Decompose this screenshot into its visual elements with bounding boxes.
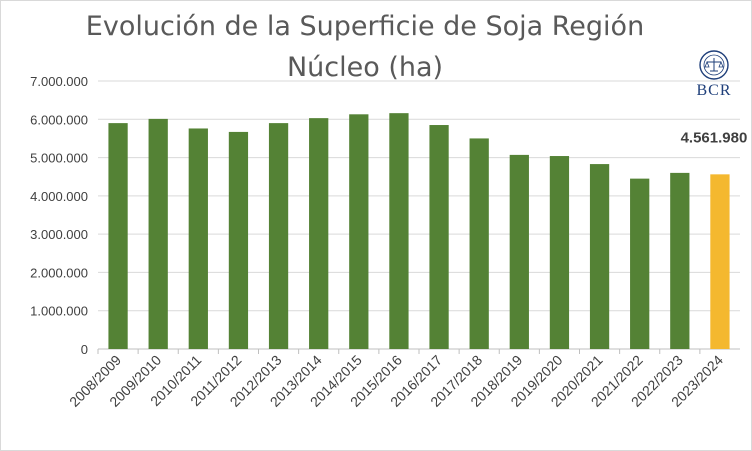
logo-text: BCR [696,82,732,99]
bar [108,123,128,349]
bar [589,164,610,349]
bar [670,172,690,349]
y-tick-label: 0 [81,342,88,357]
bar [349,114,369,350]
bar [630,178,650,349]
bar-layer [108,113,730,350]
bar [309,118,329,349]
y-tick-label: 2.000.000 [30,265,88,280]
chart-title: Evolución de la Superficie de Soja Regió… [60,6,670,88]
chart-title-line1: Evolución de la Superficie de Soja Regió… [85,11,645,42]
y-tick-label: 7.000.000 [30,74,88,89]
bcr-logo: BCR [690,48,738,104]
data-label: 4.561.980 [681,129,748,146]
bar [469,138,489,349]
bar [228,131,249,349]
bar [389,113,409,349]
y-tick-label: 5.000.000 [30,151,88,166]
bar [148,118,168,349]
bar [429,125,449,350]
bar [549,156,570,349]
bar [268,123,289,349]
y-tick-label: 3.000.000 [30,227,88,242]
chart-title-line2: Núcleo (ha) [286,52,444,83]
y-tick-label: 4.000.000 [30,189,88,204]
bar [509,154,529,349]
bar [710,174,730,349]
bar [188,128,208,349]
bcr-seal-icon [699,50,729,80]
y-tick-label: 6.000.000 [30,112,88,127]
y-tick-label: 1.000.000 [30,304,88,319]
